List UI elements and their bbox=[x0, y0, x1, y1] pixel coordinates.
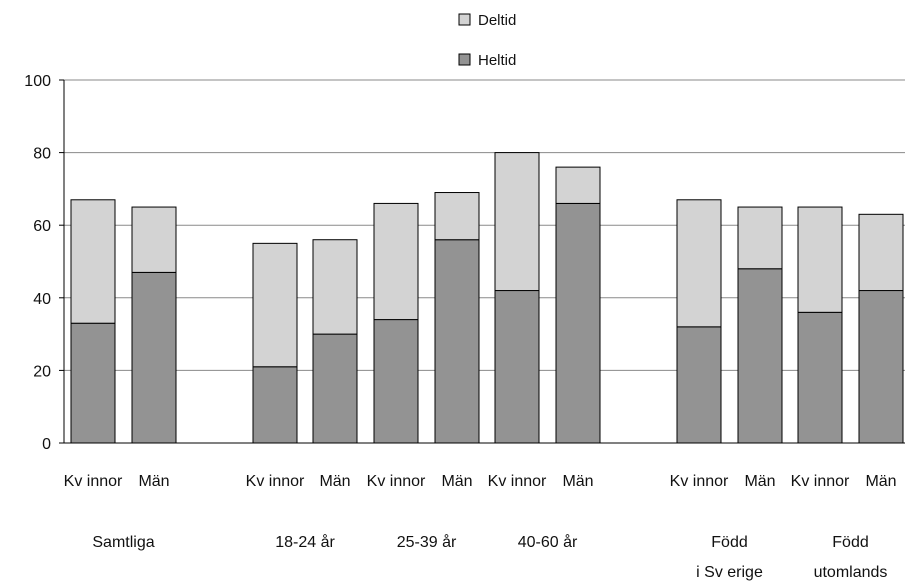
category-label: Kv innor bbox=[367, 473, 426, 490]
group-label: utomlands bbox=[814, 564, 888, 581]
group-label: i Sv erige bbox=[696, 564, 763, 581]
bar-heltid bbox=[312, 333, 358, 444]
y-tick-label: 80 bbox=[33, 146, 51, 163]
bar-deltid bbox=[858, 213, 904, 292]
group-label: Samtliga bbox=[92, 534, 154, 551]
bar-deltid bbox=[555, 166, 601, 204]
category-label: Kv innor bbox=[64, 473, 123, 490]
category-label: Kv innor bbox=[670, 473, 729, 490]
bar-deltid bbox=[70, 199, 116, 324]
group-label: 18-24 år bbox=[275, 533, 335, 551]
bar-deltid bbox=[373, 202, 419, 321]
category-label: Män bbox=[562, 473, 593, 490]
legend: Deltid Heltid bbox=[458, 12, 516, 69]
category-label: Män bbox=[744, 473, 775, 490]
bar-heltid bbox=[252, 366, 298, 444]
bar-heltid bbox=[494, 290, 540, 444]
group-labels: Samtliga 18-24 år 25-39 år 40-60 år Född i Sv… bbox=[92, 533, 887, 581]
group-label: Född bbox=[832, 534, 868, 551]
y-tick-label: 20 bbox=[33, 363, 51, 380]
category-labels: Kv innor Män Kv innor Män Kv innor Män Kv inno… bbox=[64, 473, 897, 490]
bar-deltid bbox=[252, 242, 298, 368]
y-tick-label: 0 bbox=[42, 436, 51, 453]
category-label: Kv innor bbox=[488, 473, 547, 490]
y-tick-label: 40 bbox=[33, 291, 51, 308]
y-tick-label: 100 bbox=[24, 73, 51, 90]
bar-heltid bbox=[797, 311, 843, 444]
category-label: Kv innor bbox=[791, 473, 850, 490]
bars bbox=[70, 152, 904, 444]
bar-deltid bbox=[434, 192, 480, 241]
category-label: Män bbox=[865, 473, 896, 490]
bar-deltid bbox=[494, 152, 540, 292]
bar-deltid bbox=[797, 206, 843, 313]
legend-label-heltid: Heltid bbox=[478, 52, 516, 69]
category-label: Män bbox=[441, 473, 472, 490]
category-label: Män bbox=[319, 473, 350, 490]
bar-deltid bbox=[737, 206, 783, 270]
bar-deltid bbox=[312, 239, 358, 335]
bar-heltid bbox=[555, 202, 601, 444]
legend-swatch-deltid bbox=[458, 13, 471, 26]
bar-heltid bbox=[70, 322, 116, 444]
group-label: 40-60 år bbox=[518, 533, 578, 551]
legend-swatch-heltid bbox=[458, 53, 471, 66]
bar-deltid bbox=[676, 199, 722, 328]
bar-heltid bbox=[131, 271, 177, 444]
y-tick-labels: 0 20 40 60 80 100 bbox=[24, 73, 51, 453]
legend-label-deltid: Deltid bbox=[478, 12, 516, 29]
bar-heltid bbox=[373, 319, 419, 444]
bar-heltid bbox=[858, 290, 904, 444]
y-tick-label: 60 bbox=[33, 218, 51, 235]
group-label: Född bbox=[711, 534, 747, 551]
bar-heltid bbox=[676, 326, 722, 444]
group-label: 25-39 år bbox=[397, 533, 457, 551]
category-label: Kv innor bbox=[246, 473, 305, 490]
bar-deltid bbox=[131, 206, 177, 273]
category-label: Män bbox=[138, 473, 169, 490]
bar-heltid bbox=[434, 239, 480, 444]
bar-heltid bbox=[737, 268, 783, 444]
